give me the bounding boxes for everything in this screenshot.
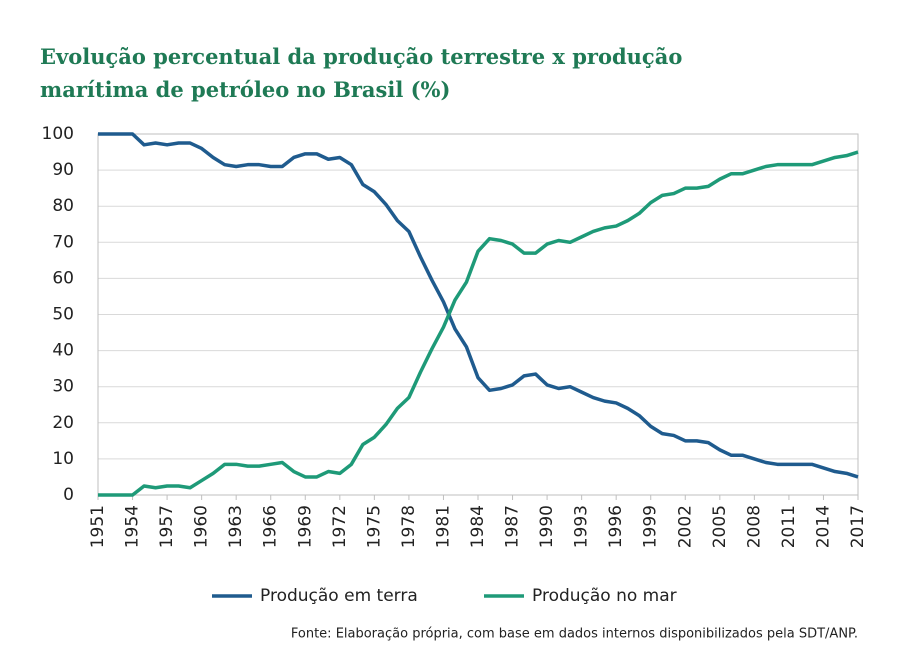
y-tick-label: 50 [52,305,74,325]
y-tick-label: 90 [52,160,74,180]
series-line [98,150,859,497]
x-tick-label: 1981 [433,505,453,548]
x-tick-label: 1963 [226,505,246,548]
y-tick-label: 70 [52,232,74,252]
x-tick-label: 1975 [364,505,384,548]
x-tick-label: 1954 [123,505,143,548]
x-tick-label: 1999 [641,505,661,548]
x-tick-label: 1993 [572,505,592,548]
y-tick-label: 100 [42,124,74,144]
y-tick-label: 10 [52,449,74,469]
x-tick-label: 1972 [330,505,350,548]
x-tick-label: 2011 [779,505,799,548]
x-tick-label: 2017 [848,505,868,548]
series-line [98,132,859,479]
chart-title: Evolução percentual da produção terrestr… [40,44,683,102]
x-tick-label: 1990 [537,505,557,548]
y-tick-label: 80 [52,196,74,216]
y-tick-label: 40 [52,341,74,361]
legend-label: Produção no mar [532,586,677,606]
y-tick-label: 0 [63,485,74,505]
x-tick-label: 1978 [399,505,419,548]
y-tick-label: 20 [52,413,74,433]
x-tick-label: 2008 [744,505,764,548]
legend-label: Produção em terra [260,586,418,606]
x-tick-label: 1969 [295,505,315,548]
x-tick-label: 1951 [88,505,108,548]
x-tick-label: 2005 [710,505,730,548]
x-tick-label: 1987 [503,505,523,548]
x-tick-label: 1996 [606,505,626,548]
x-tick-label: 1966 [261,505,281,548]
y-tick-label: 60 [52,268,74,288]
source-note: Fonte: Elaboração própria, com base em d… [291,627,858,642]
x-tick-label: 2002 [675,505,695,548]
x-tick-label: 2014 [813,505,833,548]
x-tick-label: 1960 [192,505,212,548]
x-tick-label: 1984 [468,505,488,548]
x-tick-label: 1957 [157,505,177,548]
y-tick-label: 30 [52,377,74,397]
